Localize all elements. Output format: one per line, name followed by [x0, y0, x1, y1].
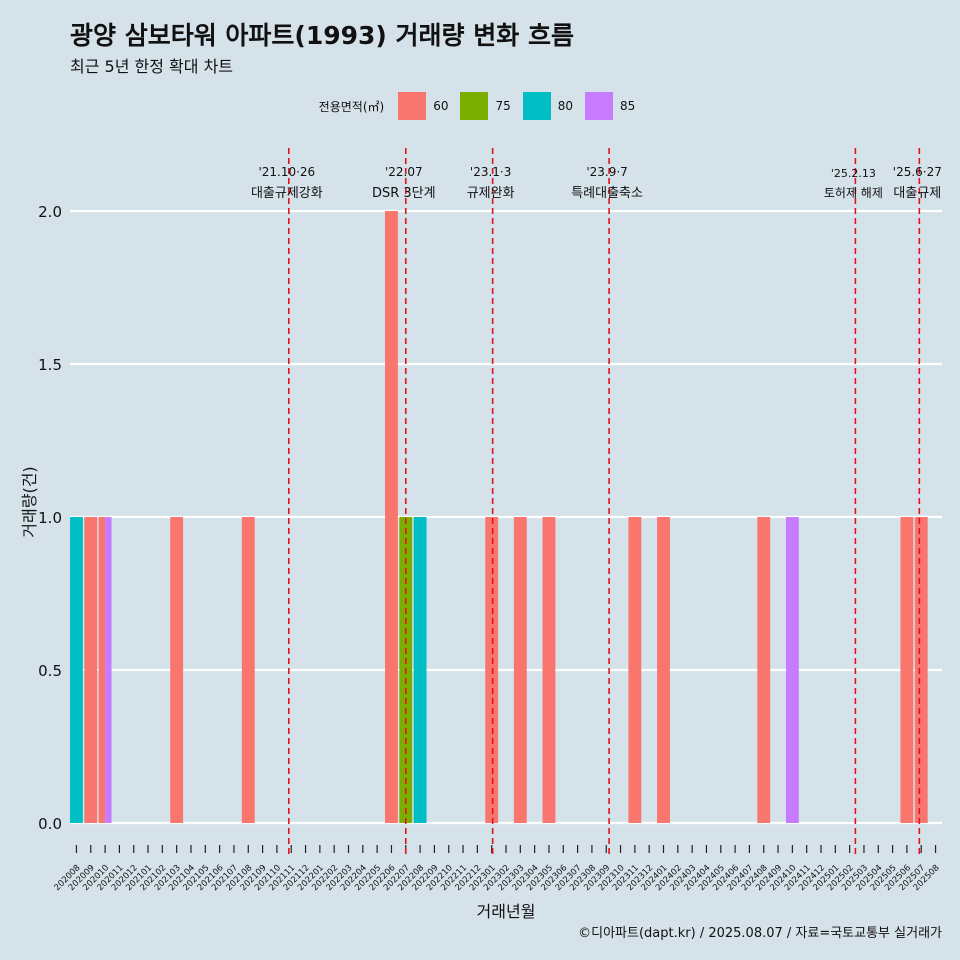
bar-202108-60 — [241, 517, 255, 823]
bar-202408-60 — [757, 517, 771, 823]
bar-202010-85 — [105, 517, 112, 823]
event-date-label-5: '25.2.13 — [831, 167, 876, 180]
y-axis-label: 거래량(건) — [20, 466, 39, 538]
bar-202303-60 — [513, 517, 527, 823]
bar-202401-60 — [657, 517, 670, 823]
legend-label-75: 75 — [495, 99, 511, 113]
legend: 전용면적(㎡) 60 75 80 85 — [0, 92, 960, 120]
bar-202301-60 — [485, 517, 499, 823]
legend-item-60: 60 — [398, 92, 448, 120]
bar-202009-60 — [84, 517, 98, 823]
legend-swatch-80 — [522, 92, 551, 120]
y-tick-label: 0.5 — [38, 662, 62, 680]
bar-202010-60 — [98, 517, 106, 823]
y-tick-label: 0.0 — [38, 815, 62, 833]
legend-title: 전용면적(㎡) — [318, 99, 385, 114]
legend-label-85: 85 — [620, 99, 636, 113]
legend-item-80: 80 — [522, 92, 574, 120]
bar-202103-60 — [170, 517, 184, 823]
legend-label-80: 80 — [557, 99, 574, 113]
legend-item-75: 75 — [460, 92, 511, 120]
x-axis-label: 거래년월 — [476, 902, 536, 921]
event-name-label-4: 특례대출축소 — [571, 186, 643, 201]
event-name-label-1: 대출규제강화 — [251, 186, 323, 201]
y-tick-label: 1.0 — [38, 509, 62, 527]
event-date-label-1: '21.10·26 — [258, 165, 315, 179]
bar-202208-80 — [413, 517, 427, 823]
event-name-label-5: 토허제 해제 — [824, 186, 883, 200]
bar-202507-60 — [914, 517, 928, 823]
event-date-label-4: '23.9·7 — [586, 165, 627, 179]
legend-item-85: 85 — [585, 92, 635, 120]
bar-202506-60 — [900, 517, 914, 823]
event-name-label-2: DSR 3단계 — [372, 186, 436, 201]
chart-subtitle: 최근 5년 한정 확대 차트 — [70, 57, 234, 76]
y-tick-label: 1.5 — [38, 356, 62, 374]
event-date-label-2: '22.07 — [385, 165, 423, 179]
event-date-label-3: '23.1·3 — [470, 165, 511, 179]
bar-202008-80 — [70, 517, 83, 823]
y-tick-label: 2.0 — [38, 203, 62, 221]
event-date-label-6: '25.6·27 — [893, 165, 942, 179]
bar-202410-85 — [785, 517, 799, 823]
source-caption: ©디아파트(dapt.kr) / 2025.08.07 / 자료=국토교통부 실… — [578, 926, 942, 941]
legend-label-60: 60 — [433, 99, 449, 113]
legend-swatch-85 — [585, 92, 614, 120]
event-name-label-6: 대출규제 — [893, 186, 941, 201]
bar-202206-60 — [385, 211, 398, 823]
legend-swatch-60 — [398, 92, 427, 120]
legend-swatch-75 — [460, 92, 489, 120]
bar-202311-60 — [628, 517, 642, 823]
event-name-label-3: 규제완화 — [467, 186, 515, 201]
chart-title: 광양 삼보타워 아파트(1993) 거래량 변화 흐름 — [70, 21, 574, 50]
bar-202305-60 — [542, 517, 556, 823]
